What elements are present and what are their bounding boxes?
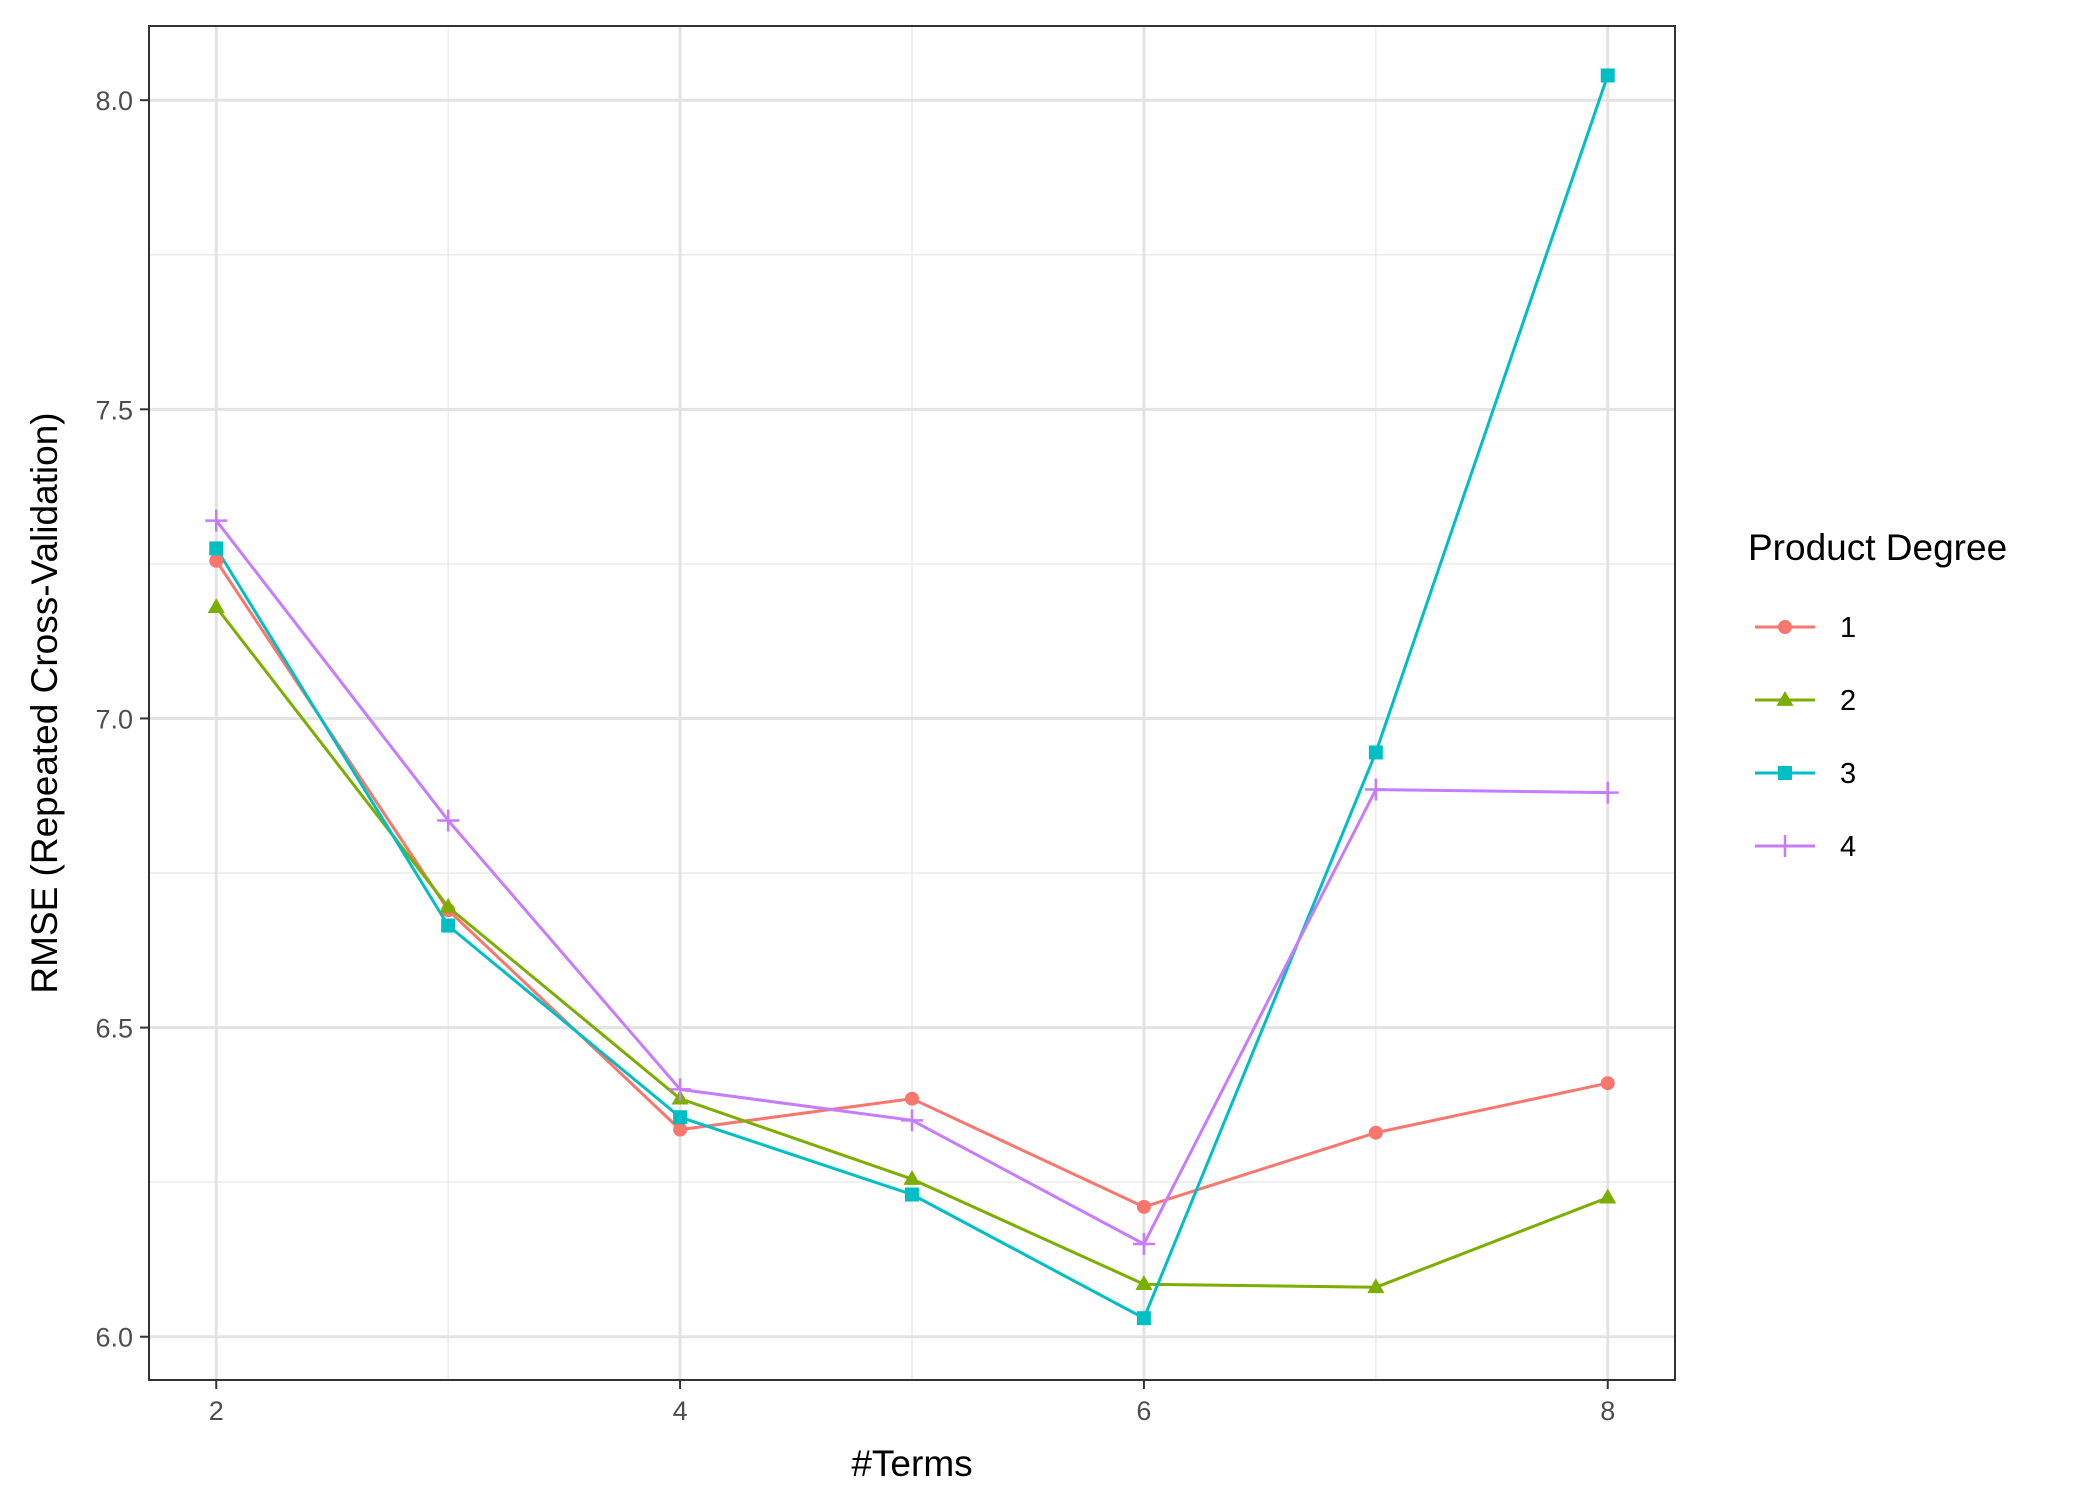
data-point-series-2 — [1599, 1188, 1617, 1204]
data-point-series-4 — [1364, 778, 1387, 801]
legend-key-marker-3 — [1778, 766, 1792, 780]
data-point-series-4 — [669, 1078, 692, 1101]
data-point-series-1 — [673, 1122, 688, 1137]
legend-label-3: 3 — [1840, 758, 1856, 790]
data-point-series-2 — [1367, 1278, 1385, 1294]
data-point-series-2 — [439, 898, 457, 913]
data-point-series-3 — [209, 541, 224, 556]
data-point-series-1 — [905, 1091, 919, 1106]
legend-label-4: 4 — [1840, 831, 1856, 863]
y-tick-label: 7.0 — [95, 704, 133, 734]
data-point-series-1 — [209, 553, 224, 568]
y-tick-label: 7.5 — [95, 395, 133, 425]
plot-panel — [148, 25, 1676, 1381]
y-tick-label: 6.5 — [95, 1014, 133, 1044]
legend-label-1: 1 — [1840, 612, 1856, 644]
data-point-series-2 — [1135, 1275, 1153, 1291]
data-point-series-3 — [1368, 745, 1383, 760]
data-point-series-3 — [905, 1187, 919, 1202]
legend-key-marker-4 — [1774, 835, 1796, 857]
data-point-series-1 — [1600, 1076, 1615, 1091]
x-axis-title: #Terms — [851, 1443, 972, 1484]
data-point-series-3 — [1600, 68, 1615, 83]
data-point-series-4 — [901, 1109, 923, 1132]
legend-title: Product Degree — [1748, 527, 2007, 568]
y-axis-title: RMSE (Repeated Cross-Validation) — [24, 412, 65, 993]
x-tick-label: 2 — [209, 1396, 224, 1426]
plot-border — [148, 25, 1676, 1381]
data-point-series-2 — [903, 1170, 921, 1185]
x-tick-label: 6 — [1136, 1396, 1151, 1426]
data-point-series-4 — [1132, 1232, 1155, 1255]
data-point-series-4 — [1596, 781, 1619, 804]
legend-label-2: 2 — [1840, 685, 1856, 717]
legend-key-marker-1 — [1778, 620, 1792, 634]
data-point-series-1 — [1136, 1199, 1151, 1214]
y-tick-label: 8.0 — [95, 86, 133, 116]
legend: Product Degree 1 2 3 4 — [1748, 527, 2007, 863]
x-tick-label: 4 — [673, 1396, 688, 1426]
data-point-series-3 — [441, 918, 456, 933]
data-point-series-4 — [437, 809, 460, 832]
data-point-series-3 — [1136, 1311, 1151, 1326]
data-point-series-3 — [673, 1110, 688, 1125]
data-point-series-1 — [1368, 1125, 1383, 1140]
x-tick-label: 8 — [1600, 1396, 1615, 1426]
data-point-series-2 — [207, 598, 225, 614]
legend-key-marker-2 — [1776, 691, 1794, 706]
data-point-series-4 — [205, 509, 228, 532]
y-tick-label: 6.0 — [95, 1323, 133, 1353]
